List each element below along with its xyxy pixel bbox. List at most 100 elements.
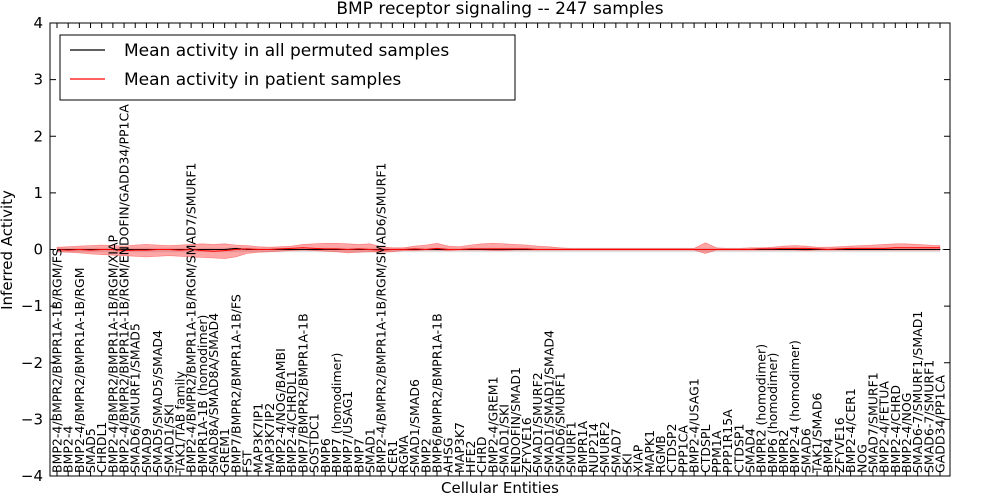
legend-label-patient: Mean activity in patient samples: [124, 70, 401, 90]
x-tick-label: SMAD4: [743, 428, 758, 473]
x-tick-label: BMP2-4/BMPR2/BMPR1A-1B/RGM: [72, 268, 87, 474]
x-tick-label: RGMB: [653, 435, 668, 473]
y-axis-label: Inferred Activity: [0, 190, 16, 310]
y-tick-label: 0: [33, 241, 43, 259]
x-tick-label: GADD34/PP1CA: [933, 375, 948, 473]
x-tick-label: BMP2-4/CHRDL1: [284, 370, 299, 473]
x-tick-label: BMP2-4/BMPR2/BMPR1A-1B/RGM/SMAD7/SMURF1: [184, 163, 199, 473]
x-tick-label: ZFYVE16: [519, 417, 534, 473]
x-tick-label: BMP6 (homodimer): [765, 353, 780, 473]
patient-spread-band: [56, 242, 941, 259]
series-line-permuted: [57, 247, 940, 250]
x-tick-label: CER1: [385, 440, 400, 473]
x-tick-label: MAPK1: [642, 430, 657, 473]
x-tick-label: SMAD1/SMAD1/SMAD4: [541, 330, 556, 473]
x-tick-label: MAP3K7IP1: [251, 403, 266, 473]
x-tick-label: BMP2-4/GREM1: [485, 376, 500, 473]
x-tick-label: MAP3K7: [452, 422, 467, 473]
chart-title: BMP receptor signaling -- 247 samples: [336, 0, 663, 19]
x-tick-label: BMPR1A: [575, 420, 590, 473]
x-tick-label: SMAD5: [83, 428, 98, 473]
x-tick-labels: BMP2-4/BMPR2/BMPR1A-1B/RGM/FSBMP2-4BMP2-…: [50, 104, 948, 474]
x-tick-label: FST: [240, 450, 255, 473]
x-tick-label: SMAD6/SMURF1/SMAD5: [128, 323, 143, 473]
y-tick-label: 1: [33, 184, 43, 202]
x-tick-label: AHSG: [441, 437, 456, 473]
x-tick-label: RGMA: [396, 435, 411, 473]
x-tick-label: SKI: [620, 453, 635, 473]
x-tick-label: SMAD7/SMURF1: [865, 372, 880, 473]
x-tick-label: MAP3K7IP2: [262, 403, 277, 473]
x-tick-label: SMAD5/SMAD5/SMAD4: [150, 330, 165, 473]
x-tick-label: CTDSP1: [731, 424, 746, 473]
x-tick-label: SMAD6-7/SMURF1/SMAD1: [910, 311, 925, 473]
y-tick-label: 2: [33, 127, 43, 145]
x-tick-label: BMP2-4/CHRD: [888, 385, 903, 473]
legend-box: [59, 34, 516, 101]
x-tick-label: SMAD1/SMAD6: [407, 379, 422, 473]
x-tick-label: BMP7/BMPR2/BMPR1A-1B/FS: [228, 294, 243, 473]
x-tick-label: CHRDL1: [94, 422, 109, 473]
legend-label-permuted: Mean activity in all permuted samples: [124, 41, 449, 61]
y-tick-label: 3: [33, 71, 43, 89]
x-tick-label: SMAD1/SKI: [497, 404, 512, 473]
x-tick-label: SMAD1/SMURF2: [530, 372, 545, 473]
x-tick-label: BMP7/BMPR2/BMPR1A-1B: [295, 313, 310, 473]
x-tick-label: SMAD6/SMURF1: [553, 372, 568, 473]
x-tick-label: GREM1: [217, 428, 232, 473]
x-tick-label: NUP214: [586, 423, 601, 473]
x-tick-label: TAK1/SMAD6: [810, 393, 825, 474]
x-tick-label: BMP2-4/BMPR2/BMPR1A-1B/RGM/XIAP: [105, 234, 120, 473]
x-tick-label: BMP2-4/FETUA: [877, 381, 892, 473]
x-tick-label: CTDSP2: [664, 424, 679, 473]
y-tick-label: −4: [21, 467, 43, 485]
x-tick-label: ZFYVE16: [832, 417, 847, 473]
x-tick-label: PPP1CA: [675, 425, 690, 473]
x-tick-label: BMP4: [821, 438, 836, 473]
x-tick-label: BMP7/USAG1: [340, 391, 355, 473]
x-tick-label: BMP6: [318, 438, 333, 473]
x-tick-label: BMP6/BMPR2/BMPR1A-1B: [430, 313, 445, 473]
x-tick-label: SMAD1: [363, 428, 378, 473]
x-tick-label: BMP2: [418, 438, 433, 473]
x-tick-label: SMURF1: [564, 421, 579, 473]
x-tick-label: SMURF2: [597, 421, 612, 473]
x-tick-label: BMP2-4/BMPR2/BMPR1A-1B/RGM/FS: [50, 248, 65, 473]
y-tick-label: −1: [21, 297, 43, 315]
x-tick-label: BMP2-4/CER1: [843, 388, 858, 473]
y-tick-label: 4: [33, 14, 43, 32]
x-axis-label: Cellular Entities: [441, 479, 559, 497]
x-tick-label: BMP2-4/USAG1: [687, 378, 702, 473]
x-tick-label: BMP2-4 (homodimer): [787, 340, 802, 473]
y-tick-label: −2: [21, 354, 43, 372]
legend: Mean activity in all permuted samples Me…: [59, 34, 516, 101]
x-tick-label: BMP7 (homodimer): [329, 353, 344, 473]
series-line-patient: [56, 247, 940, 252]
x-tick-label: BMP7: [351, 438, 366, 473]
x-tick-label: SMAD7: [608, 428, 623, 473]
x-tick-label: BMP2-4/NOG: [899, 393, 914, 473]
x-tick-label: SMAD1/SKI: [161, 404, 176, 473]
x-tick-label: BMPR2: [776, 429, 791, 473]
x-tick-label: XIAP: [631, 444, 646, 473]
x-tick-label: BMP2-4/BMPR2/BMPR1A-1B/RGM/ENDOFIN/GADD3…: [117, 104, 132, 473]
axis-ticks: −4 −3 −2 −1 0 1 2 3 4: [21, 14, 950, 485]
x-tick-label: BMPR1A-1B (homodimer): [195, 315, 210, 473]
x-tick-label: PPM1A: [709, 430, 724, 473]
x-tick-label: HFE2: [463, 441, 478, 473]
x-tick-label: NOG: [854, 444, 869, 473]
x-tick-label: CTDSPL: [698, 425, 713, 473]
x-tick-label: PPP1R15A: [720, 409, 735, 473]
x-tick-label: ENDOFIN/SMAD1: [508, 367, 523, 473]
x-tick-label: TAK1/TAB family: [172, 370, 187, 474]
x-tick-label: SOSTDC1: [307, 413, 322, 473]
plot-frame: [49, 22, 951, 477]
x-tick-label: BMPR2 (homodimer): [754, 344, 769, 473]
x-tick-label: BMP2-4/NOG/BAMBI: [273, 348, 288, 473]
y-tick-label: −3: [21, 410, 43, 428]
x-tick-label: SMAD9: [139, 428, 154, 473]
x-tick-label: BMP2-4: [61, 426, 76, 473]
x-tick-label: BMP2-4/BMPR2/BMPR1A-1B/RGM/SMAD6/SMURF1: [374, 163, 389, 473]
x-tick-label: CHRD: [474, 437, 489, 473]
x-tick-label: SMAD6-7/SMURF1: [921, 360, 936, 473]
